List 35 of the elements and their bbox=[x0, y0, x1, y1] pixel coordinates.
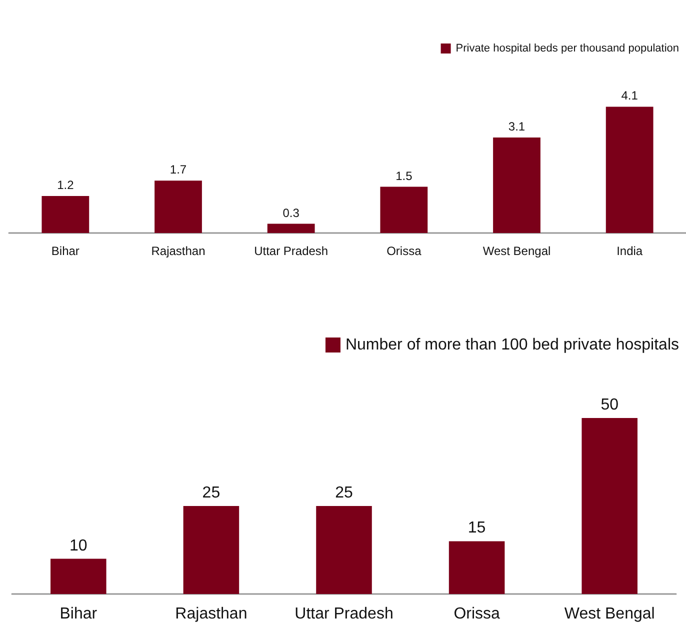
x-tick-label: Bihar bbox=[51, 244, 80, 258]
data-label: 15 bbox=[468, 520, 486, 537]
bar bbox=[267, 224, 315, 233]
bar bbox=[606, 106, 654, 233]
data-label: 4.1 bbox=[621, 88, 638, 103]
x-tick-label: India bbox=[616, 244, 643, 258]
data-label: 1.2 bbox=[57, 178, 74, 192]
data-label: 25 bbox=[335, 484, 353, 502]
bar bbox=[448, 541, 505, 594]
x-tick-label: West Bengal bbox=[564, 606, 655, 622]
bar bbox=[380, 186, 428, 233]
x-tick-label: Rajasthan bbox=[151, 244, 206, 258]
legend-label: Number of more than 100 bed private hospitals bbox=[345, 336, 680, 354]
legend-label: Private hospital beds per thousand population bbox=[456, 42, 680, 54]
bar bbox=[50, 558, 106, 594]
x-tick-label: West Bengal bbox=[482, 244, 551, 258]
x-tick-label: Rajasthan bbox=[175, 606, 248, 622]
data-label: 0.3 bbox=[282, 206, 300, 220]
data-label: 25 bbox=[202, 484, 220, 502]
x-tick-label: Uttar Pradesh bbox=[294, 606, 394, 622]
data-label: 3.1 bbox=[508, 120, 526, 134]
bar bbox=[582, 418, 638, 594]
x-tick-label: Orissa bbox=[386, 244, 422, 258]
data-label: 1.7 bbox=[170, 162, 187, 177]
bar bbox=[183, 506, 240, 594]
bar bbox=[42, 196, 90, 233]
data-label: 1.5 bbox=[396, 168, 413, 183]
x-tick-label: Uttar Pradesh bbox=[254, 244, 328, 258]
data-label: 10 bbox=[70, 537, 88, 554]
bar bbox=[493, 138, 540, 233]
data-label: 50 bbox=[600, 396, 619, 414]
x-tick-label: Bihar bbox=[60, 606, 98, 622]
x-tick-label: Orissa bbox=[454, 606, 500, 622]
bar bbox=[316, 506, 372, 594]
bar bbox=[154, 180, 202, 233]
